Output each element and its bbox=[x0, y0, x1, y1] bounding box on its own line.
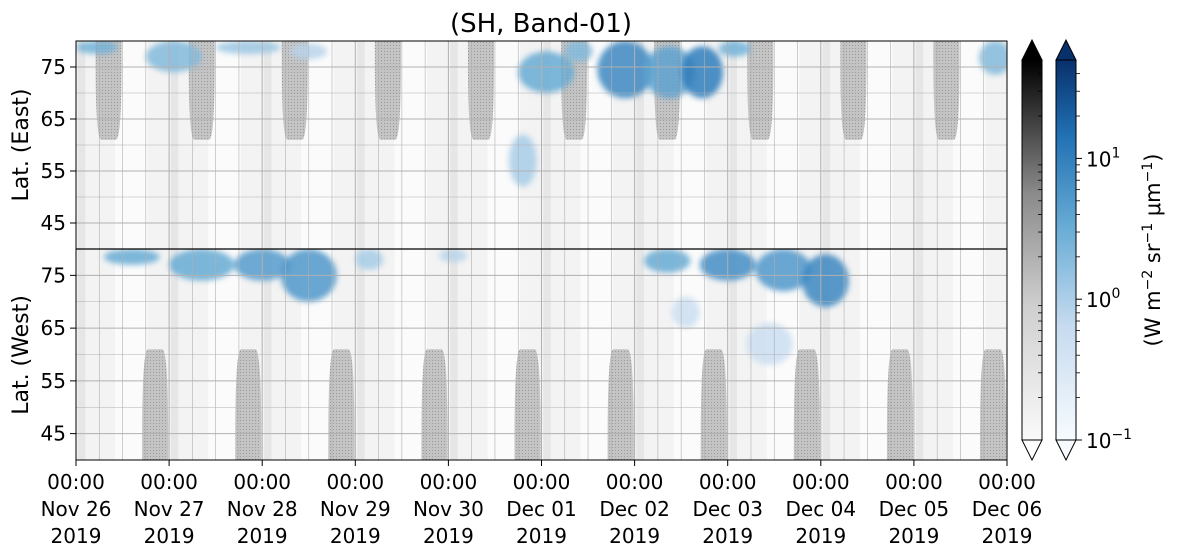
daylight-mask-west bbox=[793, 349, 820, 460]
emission-blob-east bbox=[718, 41, 751, 57]
emission-blob-east bbox=[681, 46, 724, 99]
x-tick-label: Dec 04 bbox=[786, 497, 857, 521]
emission-blob-east bbox=[215, 41, 281, 54]
x-tick-label: Nov 26 bbox=[41, 497, 112, 521]
x-tick-label: 2019 bbox=[144, 524, 195, 548]
emission-blob-east bbox=[76, 41, 118, 54]
x-tick-label: 2019 bbox=[330, 524, 381, 548]
x-tick-label: Dec 01 bbox=[506, 497, 577, 521]
emission-blob-west bbox=[643, 249, 691, 273]
colorbar-tick-label: 101 bbox=[1086, 145, 1120, 171]
lower-ylabel: Lat. (West) bbox=[9, 295, 34, 415]
emission-blob-west bbox=[802, 254, 849, 308]
daylight-mask-west bbox=[514, 349, 541, 460]
y-tick-label: 55 bbox=[41, 369, 66, 393]
upper-panel-east: 45 55 65 75 Lat. (East) bbox=[9, 40, 1008, 250]
upper-ylabel: Lat. (East) bbox=[9, 89, 34, 202]
x-tick-label: 2019 bbox=[795, 524, 846, 548]
x-tick-label: Dec 02 bbox=[599, 497, 670, 521]
daylight-mask-west bbox=[142, 349, 169, 460]
x-tick-label: Nov 30 bbox=[413, 497, 484, 521]
x-tick-label: Nov 28 bbox=[227, 497, 298, 521]
x-tick-label: 00:00 bbox=[978, 470, 1036, 494]
x-tick-label: 00:00 bbox=[47, 470, 105, 494]
daylight-mask-east bbox=[933, 41, 960, 140]
y-tick-label: 65 bbox=[41, 316, 66, 340]
emission-blob-east bbox=[564, 41, 593, 62]
y-tick-label: 65 bbox=[41, 107, 66, 131]
x-tick-label: 2019 bbox=[609, 524, 660, 548]
colorbar-label: (W m−2 sr−1 μm−1) bbox=[1140, 154, 1165, 347]
emission-blob-west bbox=[671, 296, 700, 329]
y-tick-label: 55 bbox=[41, 159, 66, 183]
emission-blob-west bbox=[103, 249, 160, 265]
daylight-mask-east bbox=[95, 41, 122, 140]
x-tick-label: 2019 bbox=[51, 524, 102, 548]
daylight-mask-east bbox=[467, 41, 495, 140]
x-tick-label: 2019 bbox=[888, 524, 939, 548]
colorbars: 101 100 10−1 (W m−2 sr−1 μm−1) bbox=[1021, 38, 1165, 462]
blue-colorbar-extend-top bbox=[1055, 38, 1077, 61]
colorbar-tick-label: 10−1 bbox=[1086, 427, 1132, 453]
daylight-mask-east bbox=[747, 41, 774, 140]
daylight-mask-east bbox=[840, 41, 867, 140]
colorbar-tick-label: 100 bbox=[1086, 286, 1120, 312]
grey-colorbar-body bbox=[1021, 59, 1043, 441]
x-tick-label: 00:00 bbox=[699, 470, 757, 494]
x-tick-label: Dec 06 bbox=[972, 497, 1043, 521]
grey-colorbar-extend-top bbox=[1021, 38, 1043, 61]
x-tick-label: 2019 bbox=[702, 524, 753, 548]
x-tick-label: 00:00 bbox=[606, 470, 664, 494]
blue-colorbar-body bbox=[1055, 59, 1077, 441]
x-tick-label: 00:00 bbox=[885, 470, 943, 494]
daylight-mask-west bbox=[328, 349, 355, 460]
x-tick-label: 00:00 bbox=[420, 470, 478, 494]
chart-title: (SH, Band-01) bbox=[450, 9, 632, 39]
emission-blob-east bbox=[508, 134, 537, 187]
y-tick-label: 75 bbox=[41, 55, 66, 79]
x-tick-label: 00:00 bbox=[792, 470, 850, 494]
emission-blob-west bbox=[169, 249, 235, 281]
x-tick-label: 00:00 bbox=[326, 470, 384, 494]
x-axis: 00:00 Nov 26 2019 00:00 Nov 27 2019 00:00 Nov 2… bbox=[41, 460, 1043, 548]
x-tick-label: 00:00 bbox=[140, 470, 198, 494]
x-tick-label: 2019 bbox=[237, 524, 288, 548]
lower-panel-west: 75 65 55 45 Lat. (West) bbox=[9, 248, 1008, 461]
daylight-mask-west bbox=[421, 349, 448, 460]
daylight-mask-west bbox=[886, 349, 913, 460]
x-tick-label: Nov 27 bbox=[134, 497, 205, 521]
grey-colorbar bbox=[1021, 38, 1043, 462]
daylight-mask-west bbox=[700, 349, 727, 460]
daylight-mask-east bbox=[374, 41, 401, 140]
x-tick-label: Dec 05 bbox=[879, 497, 950, 521]
x-tick-label: Nov 29 bbox=[320, 497, 391, 521]
y-tick-label: 45 bbox=[41, 211, 66, 235]
emission-blob-west bbox=[746, 322, 793, 366]
x-tick-label: 2019 bbox=[982, 524, 1033, 548]
emission-blob-east bbox=[145, 41, 202, 73]
grey-colorbar-extend-bottom bbox=[1021, 439, 1043, 462]
blue-colorbar: 101 100 10−1 bbox=[1038, 38, 1132, 462]
x-tick-label: 00:00 bbox=[233, 470, 291, 494]
emission-blob-west bbox=[439, 249, 468, 263]
x-tick-label: 00:00 bbox=[513, 470, 571, 494]
emission-blob-west bbox=[355, 249, 384, 271]
daylight-mask-west bbox=[235, 349, 262, 460]
x-tick-label: 2019 bbox=[516, 524, 567, 548]
y-tick-label: 45 bbox=[41, 422, 66, 446]
y-tick-label: 75 bbox=[41, 263, 66, 287]
daylight-mask-east bbox=[281, 41, 308, 140]
emission-blob-east bbox=[643, 46, 696, 99]
daylight-mask-west bbox=[980, 349, 1007, 460]
daylight-mask-west bbox=[607, 349, 634, 460]
emission-blob-east bbox=[518, 51, 575, 93]
blue-colorbar-extend-bottom bbox=[1055, 439, 1077, 462]
x-tick-label: Dec 03 bbox=[692, 497, 763, 521]
emission-blob-east bbox=[979, 41, 1007, 75]
x-tick-label: 2019 bbox=[423, 524, 474, 548]
